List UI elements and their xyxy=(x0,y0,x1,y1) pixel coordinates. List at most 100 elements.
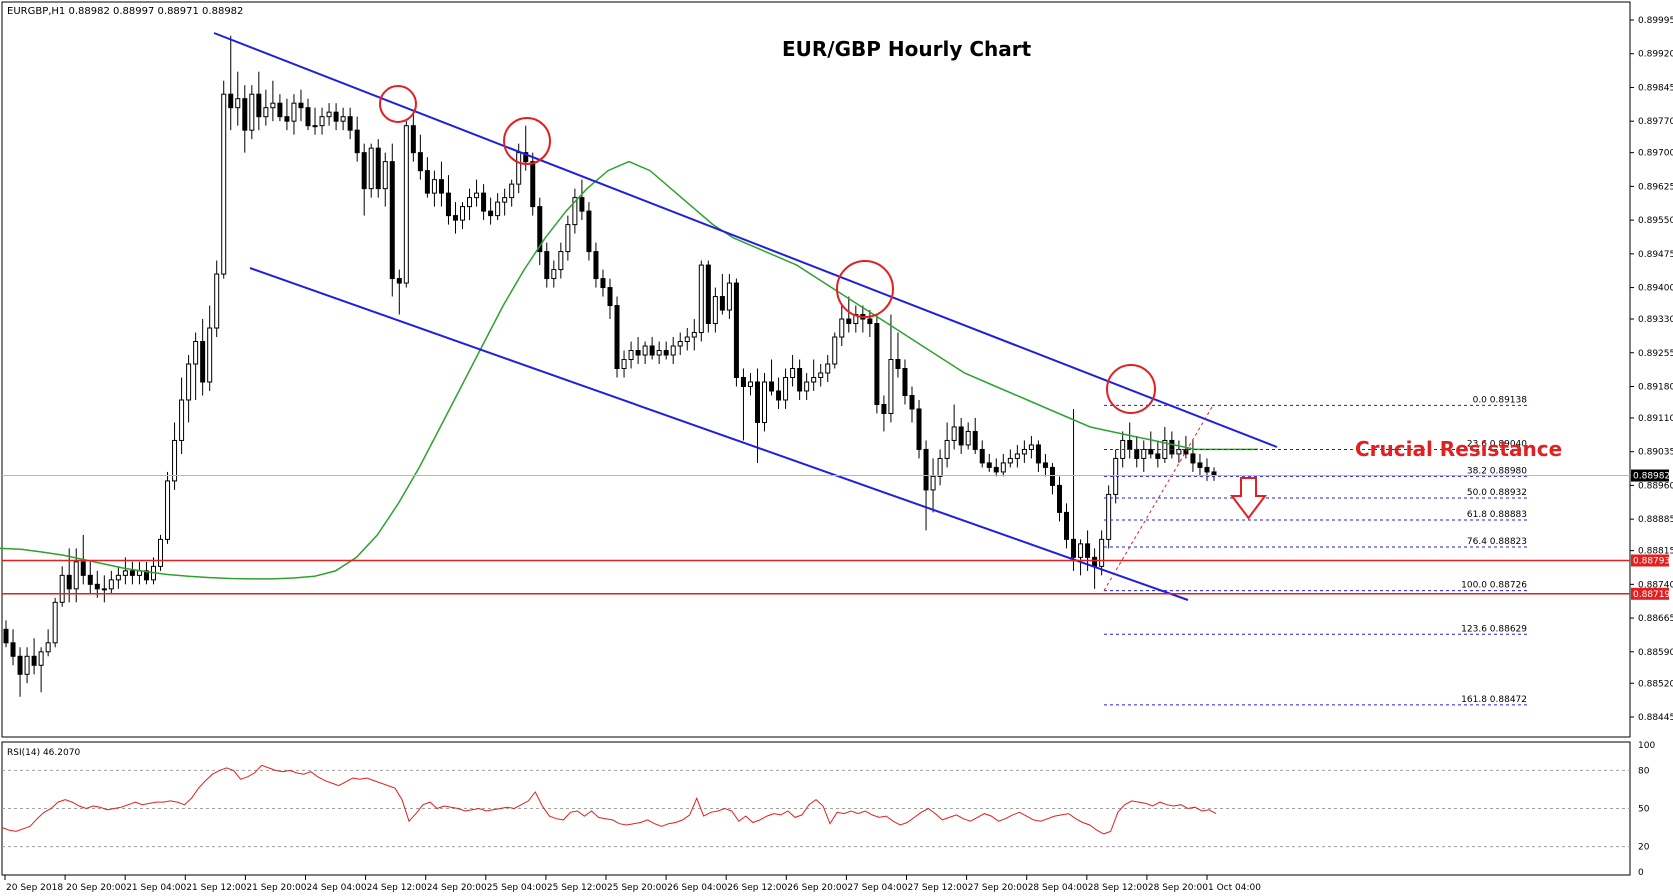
candle-body xyxy=(972,430,978,450)
y-tick-label: 0.89400 xyxy=(1638,284,1673,294)
y-tick-label: 0.89920 xyxy=(1638,50,1673,60)
candle-body xyxy=(52,601,58,644)
candle-body xyxy=(1007,457,1013,464)
candle-body xyxy=(607,287,613,307)
y-tick-label: 0.89625 xyxy=(1638,182,1673,192)
candle-body xyxy=(94,583,100,590)
candle-body xyxy=(291,102,297,122)
candle-body xyxy=(769,381,775,392)
candle-body xyxy=(1155,453,1161,459)
candle-body xyxy=(410,125,416,154)
y-tick-label: 0.89550 xyxy=(1638,216,1673,226)
y-tick-label: 0.89035 xyxy=(1638,448,1673,458)
candle-body xyxy=(804,381,810,392)
candle-body xyxy=(579,197,585,212)
candle-body xyxy=(790,368,796,378)
candle-body xyxy=(1064,511,1070,540)
y-tick-label: 0.89770 xyxy=(1638,117,1673,127)
candle-body xyxy=(698,264,704,334)
candle-body xyxy=(635,350,641,356)
x-tick-label: 28 Sep 04:00 xyxy=(1028,883,1088,893)
y-tick-label: 0.88815 xyxy=(1638,547,1673,557)
y-tick-label: 0.88520 xyxy=(1638,679,1673,689)
candle-body xyxy=(1071,538,1077,558)
candle-body xyxy=(888,359,894,414)
y-tick-label: 0.89845 xyxy=(1638,83,1673,93)
y-tick-label: 0.89475 xyxy=(1638,250,1673,260)
candle-body xyxy=(10,642,16,657)
candle-body xyxy=(122,570,128,576)
candle-body xyxy=(396,278,402,284)
candle-body xyxy=(3,628,9,644)
fib-level-label: 38.2 0.88980 xyxy=(1467,466,1527,476)
candle-body xyxy=(726,282,732,311)
x-tick-label: 1 Oct 04:00 xyxy=(1208,883,1261,893)
candle-body xyxy=(1028,444,1034,450)
fib-level-label: 161.8 0.88472 xyxy=(1461,695,1527,705)
resistance-annotation: Crucial Resistance xyxy=(1355,437,1562,461)
candle-body xyxy=(993,466,999,473)
candle-body xyxy=(509,183,515,199)
x-tick-label: 25 Sep 04:00 xyxy=(487,883,547,893)
x-tick-label: 25 Sep 20:00 xyxy=(607,883,667,893)
x-tick-label: 21 Sep 20:00 xyxy=(246,883,306,893)
candle-body xyxy=(523,152,529,163)
candle-body xyxy=(1204,466,1210,473)
fib-level-label: 61.8 0.88883 xyxy=(1467,510,1527,520)
x-tick-label: 26 Sep 04:00 xyxy=(667,883,727,893)
candle-body xyxy=(530,161,536,208)
candle-body xyxy=(242,98,248,131)
candle-body xyxy=(628,350,634,361)
candle-body xyxy=(600,278,606,289)
chart-title: EUR/GBP Hourly Chart xyxy=(782,37,1032,61)
candle-body xyxy=(1092,556,1098,567)
candle-body xyxy=(221,93,227,275)
candle-body xyxy=(375,147,381,190)
candle-body xyxy=(867,318,873,325)
candle-body xyxy=(179,399,185,441)
candle-body xyxy=(979,448,985,464)
x-tick-label: 28 Sep 12:00 xyxy=(1088,883,1148,893)
candle-body xyxy=(1014,453,1020,459)
candle-body xyxy=(481,192,487,212)
candle-body xyxy=(200,341,206,383)
rsi-line xyxy=(1,764,1217,835)
candle-body xyxy=(172,439,178,482)
candle-body xyxy=(951,426,957,441)
candle-body xyxy=(677,341,683,347)
candle-body xyxy=(502,197,508,203)
y-tick-label: 0.89255 xyxy=(1638,349,1673,359)
y-tick-label: 0.89180 xyxy=(1638,382,1673,392)
candle-body xyxy=(916,408,922,450)
candle-body xyxy=(965,430,971,446)
candle-body xyxy=(249,93,255,131)
x-tick-label: 24 Sep 12:00 xyxy=(367,883,427,893)
candle-body xyxy=(783,376,789,401)
upper-trend-line xyxy=(213,32,1278,448)
fib-level-label: 23.6 0.89040 xyxy=(1467,439,1527,449)
candle-body xyxy=(656,350,662,356)
candle-body xyxy=(614,305,620,370)
candle-body xyxy=(839,318,845,338)
candle-body xyxy=(256,93,262,118)
candle-body xyxy=(354,129,360,154)
candle-body xyxy=(277,102,283,118)
y-tick-label: 0.89700 xyxy=(1638,149,1673,159)
candle-body xyxy=(66,574,72,590)
candle-body xyxy=(382,161,388,190)
candle-body xyxy=(389,161,395,280)
x-tick-label: 26 Sep 12:00 xyxy=(727,883,787,893)
x-tick-label: 20 Sep 2018 xyxy=(6,883,63,893)
candle-body xyxy=(284,116,290,122)
candle-body xyxy=(214,273,220,329)
y-tick-label: 0.89110 xyxy=(1638,414,1673,424)
candle-body xyxy=(684,336,690,343)
candle-body xyxy=(832,336,838,365)
x-tick-label: 27 Sep 12:00 xyxy=(908,883,968,893)
candle-body xyxy=(305,107,311,127)
candle-body xyxy=(1035,444,1041,464)
x-tick-label: 25 Sep 12:00 xyxy=(547,883,607,893)
candle-body xyxy=(1169,439,1175,455)
rsi-chart-frame xyxy=(1,741,1631,876)
current-price-box xyxy=(1631,469,1669,482)
